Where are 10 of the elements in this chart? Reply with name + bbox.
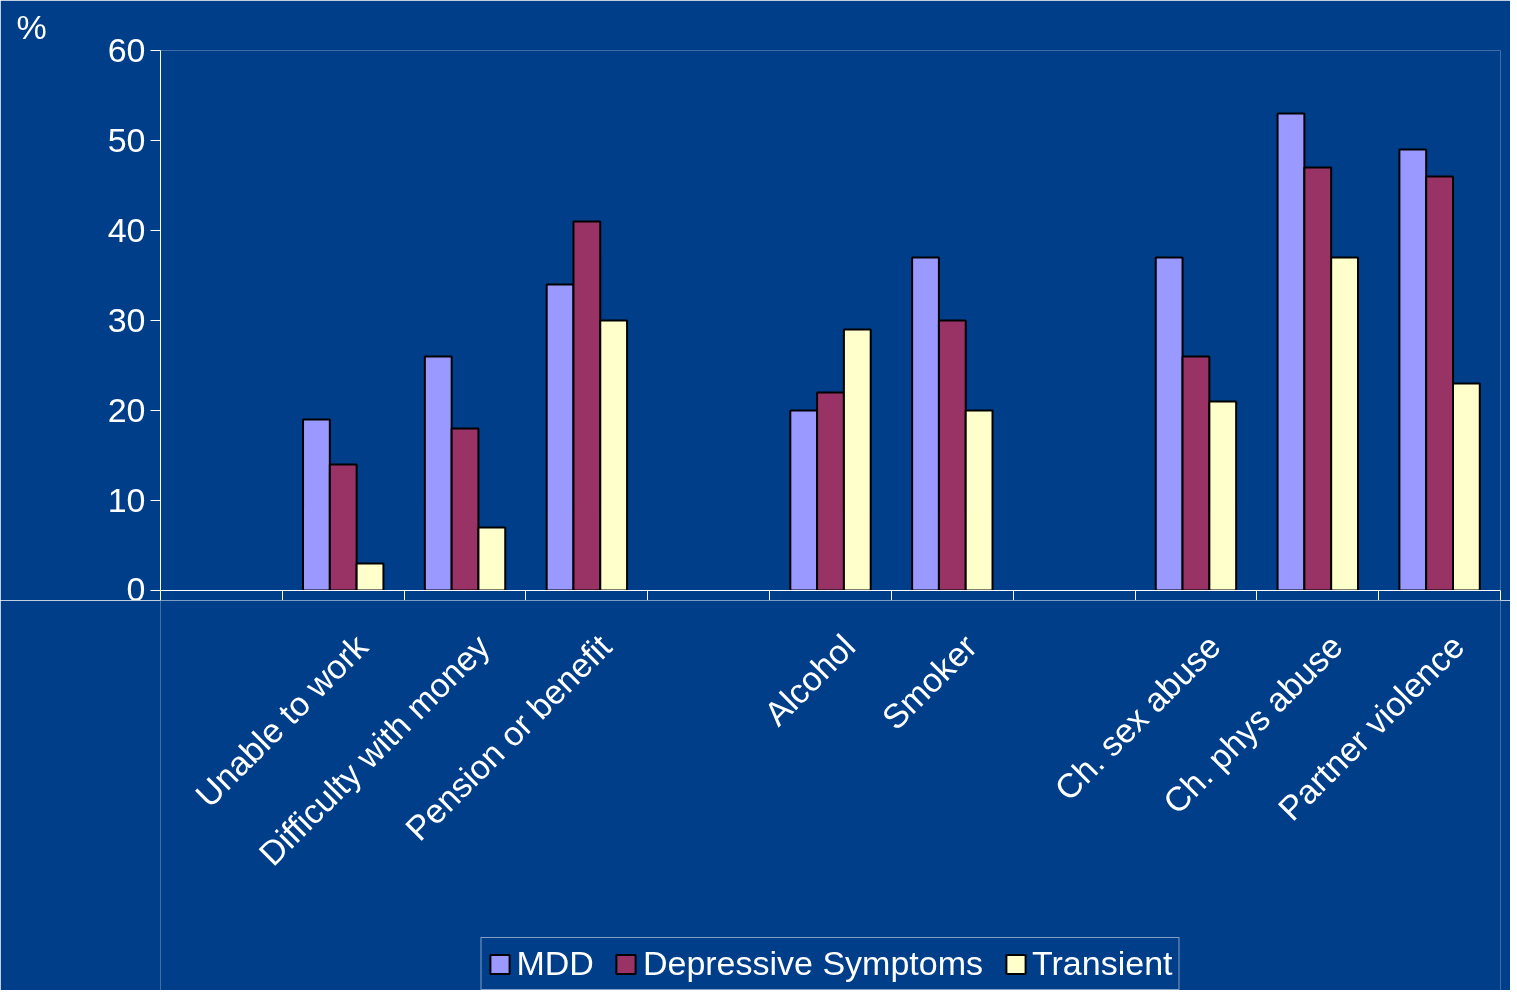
y-tick-label: 10 xyxy=(107,481,146,519)
y-tick-label: 60 xyxy=(107,31,146,69)
y-tick-label: 30 xyxy=(107,301,146,339)
legend-label: Depressive Symptoms xyxy=(642,944,984,983)
y-axis-title: % xyxy=(16,7,47,46)
y-tick-label: 50 xyxy=(107,121,146,159)
y-tick-label: 20 xyxy=(107,391,146,429)
legend-label: MDD xyxy=(516,944,594,983)
legend-label: Transient xyxy=(1032,944,1173,983)
y-tick-label: 40 xyxy=(107,211,146,249)
